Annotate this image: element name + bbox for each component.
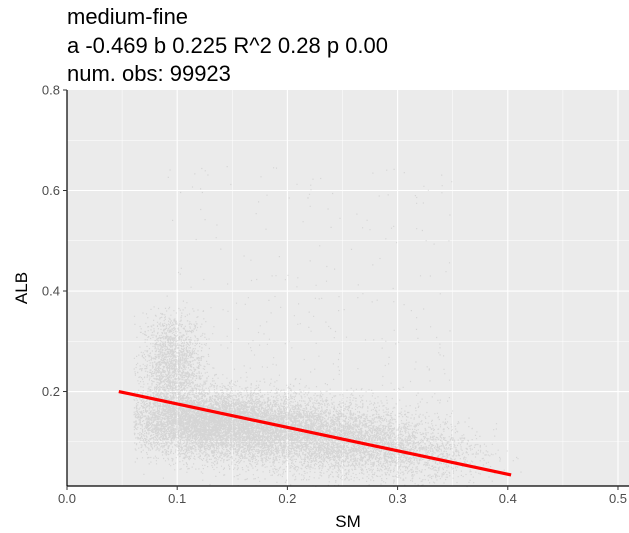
y-tick-label: 0.6 (42, 183, 60, 198)
regression-line (118, 389, 512, 477)
x-tick-label: 0.4 (499, 491, 517, 506)
y-axis-title: ALB (12, 272, 31, 304)
x-tick-label: 0.1 (168, 491, 186, 506)
plot-panel (67, 90, 629, 486)
y-tick-label: 0.8 (42, 83, 60, 98)
chart-subtitle: a -0.469 b 0.225 R^2 0.28 p 0.00 (67, 33, 389, 58)
chart-obs-count: num. obs: 99923 (67, 61, 231, 86)
x-axis-title: SM (335, 512, 361, 531)
grid-lines (67, 90, 629, 486)
x-tick-label: 0.0 (58, 491, 76, 506)
scatter-points (133, 166, 522, 488)
y-tick-label: 0.2 (42, 384, 60, 399)
x-tick-label: 0.2 (278, 491, 296, 506)
x-tick-label: 0.5 (609, 491, 627, 506)
y-tick-label: 0.4 (42, 284, 60, 299)
x-tick-label: 0.3 (389, 491, 407, 506)
axes: 0.0 0.1 0.2 0.3 0.4 0.5 0.2 0.4 0.6 0.8 (42, 83, 629, 506)
chart-title: medium-fine (67, 4, 189, 29)
point-cloud (133, 166, 522, 488)
